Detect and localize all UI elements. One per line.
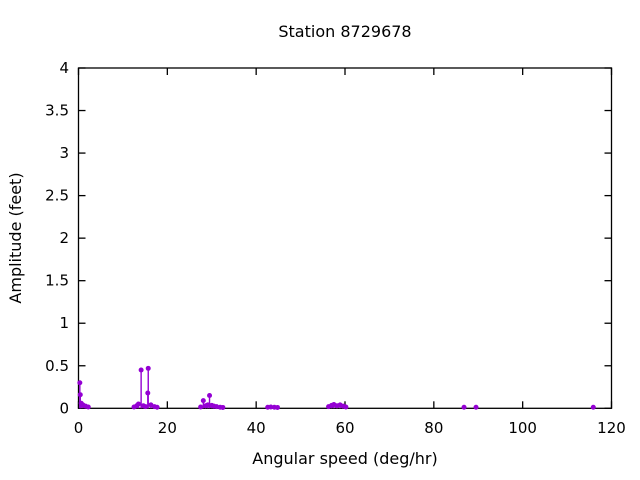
x-tick-label: 40 [247,419,266,437]
data-point [473,404,479,410]
y-tick-label: 2 [59,229,69,247]
x-tick-label: 120 [597,419,626,437]
y-tick-label: 1.5 [45,272,69,290]
data-point [198,404,204,410]
x-tick-label: 60 [335,419,354,437]
data-point [590,404,596,410]
y-tick-label: 2.5 [45,187,69,205]
x-tick-label: 100 [508,419,537,437]
data-point [274,404,280,410]
y-axis-label: Amplitude (feet) [6,172,25,303]
x-tick-label: 0 [74,419,84,437]
y-tick-label: 0.5 [45,357,69,375]
data-point [268,404,274,410]
data-point [154,404,160,410]
data-point [207,393,213,399]
data-series [77,365,596,410]
plot-border [77,67,613,409]
x-tick-label: 20 [158,419,177,437]
data-point [145,365,151,371]
y-tick-label: 0 [59,399,69,417]
data-point [138,367,144,373]
y-tick-label: 3 [59,144,69,162]
data-point [143,404,149,410]
y-tick-label: 1 [59,314,69,332]
data-point [200,398,206,404]
data-point [135,401,141,407]
data-point [85,404,91,410]
y-tick-label: 3.5 [45,102,69,120]
data-point [461,404,467,410]
x-axis-label: Angular speed (deg/hr) [252,449,437,468]
y-tick-label: 4 [59,59,69,77]
data-point [77,392,83,398]
chart-title: Station 8729678 [278,22,411,41]
data-point [220,404,226,410]
data-point [343,404,349,410]
x-tick-label: 80 [424,419,443,437]
axes: 0 20 40 60 80 100 120 0 0.5 1 1.5 2 2.5 3 3.5 4 [45,59,626,437]
data-point [77,380,83,386]
